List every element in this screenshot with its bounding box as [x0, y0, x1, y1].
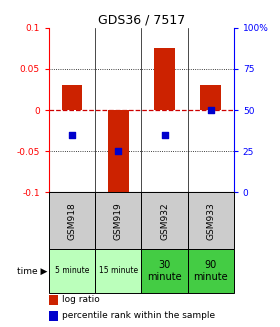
Text: GSM918: GSM918 [67, 202, 77, 240]
Bar [200, 85, 221, 110]
Bar [141, 249, 188, 293]
Bar [95, 249, 141, 293]
Point [116, 149, 120, 154]
Bar [141, 193, 188, 249]
Point [162, 132, 167, 137]
Text: time ▶: time ▶ [17, 267, 47, 275]
Bar [62, 85, 83, 110]
Text: GSM932: GSM932 [160, 202, 169, 240]
Bar [188, 193, 234, 249]
Bar [49, 311, 58, 321]
Text: 15 minute: 15 minute [99, 267, 138, 275]
Bar [95, 193, 141, 249]
Text: log ratio: log ratio [62, 296, 100, 304]
Bar [188, 249, 234, 293]
Point [208, 108, 213, 113]
Bar [49, 295, 58, 305]
Point [70, 132, 74, 137]
Bar [108, 110, 129, 193]
Text: 5 minute: 5 minute [55, 267, 89, 275]
Text: 90
minute: 90 minute [193, 260, 228, 282]
Text: GSM933: GSM933 [206, 202, 215, 240]
Text: 30
minute: 30 minute [147, 260, 182, 282]
Bar [154, 48, 175, 110]
Bar [49, 193, 95, 249]
Bar [49, 249, 95, 293]
Title: GDS36 / 7517: GDS36 / 7517 [98, 14, 185, 26]
Text: percentile rank within the sample: percentile rank within the sample [62, 311, 215, 320]
Text: GSM919: GSM919 [114, 202, 123, 240]
